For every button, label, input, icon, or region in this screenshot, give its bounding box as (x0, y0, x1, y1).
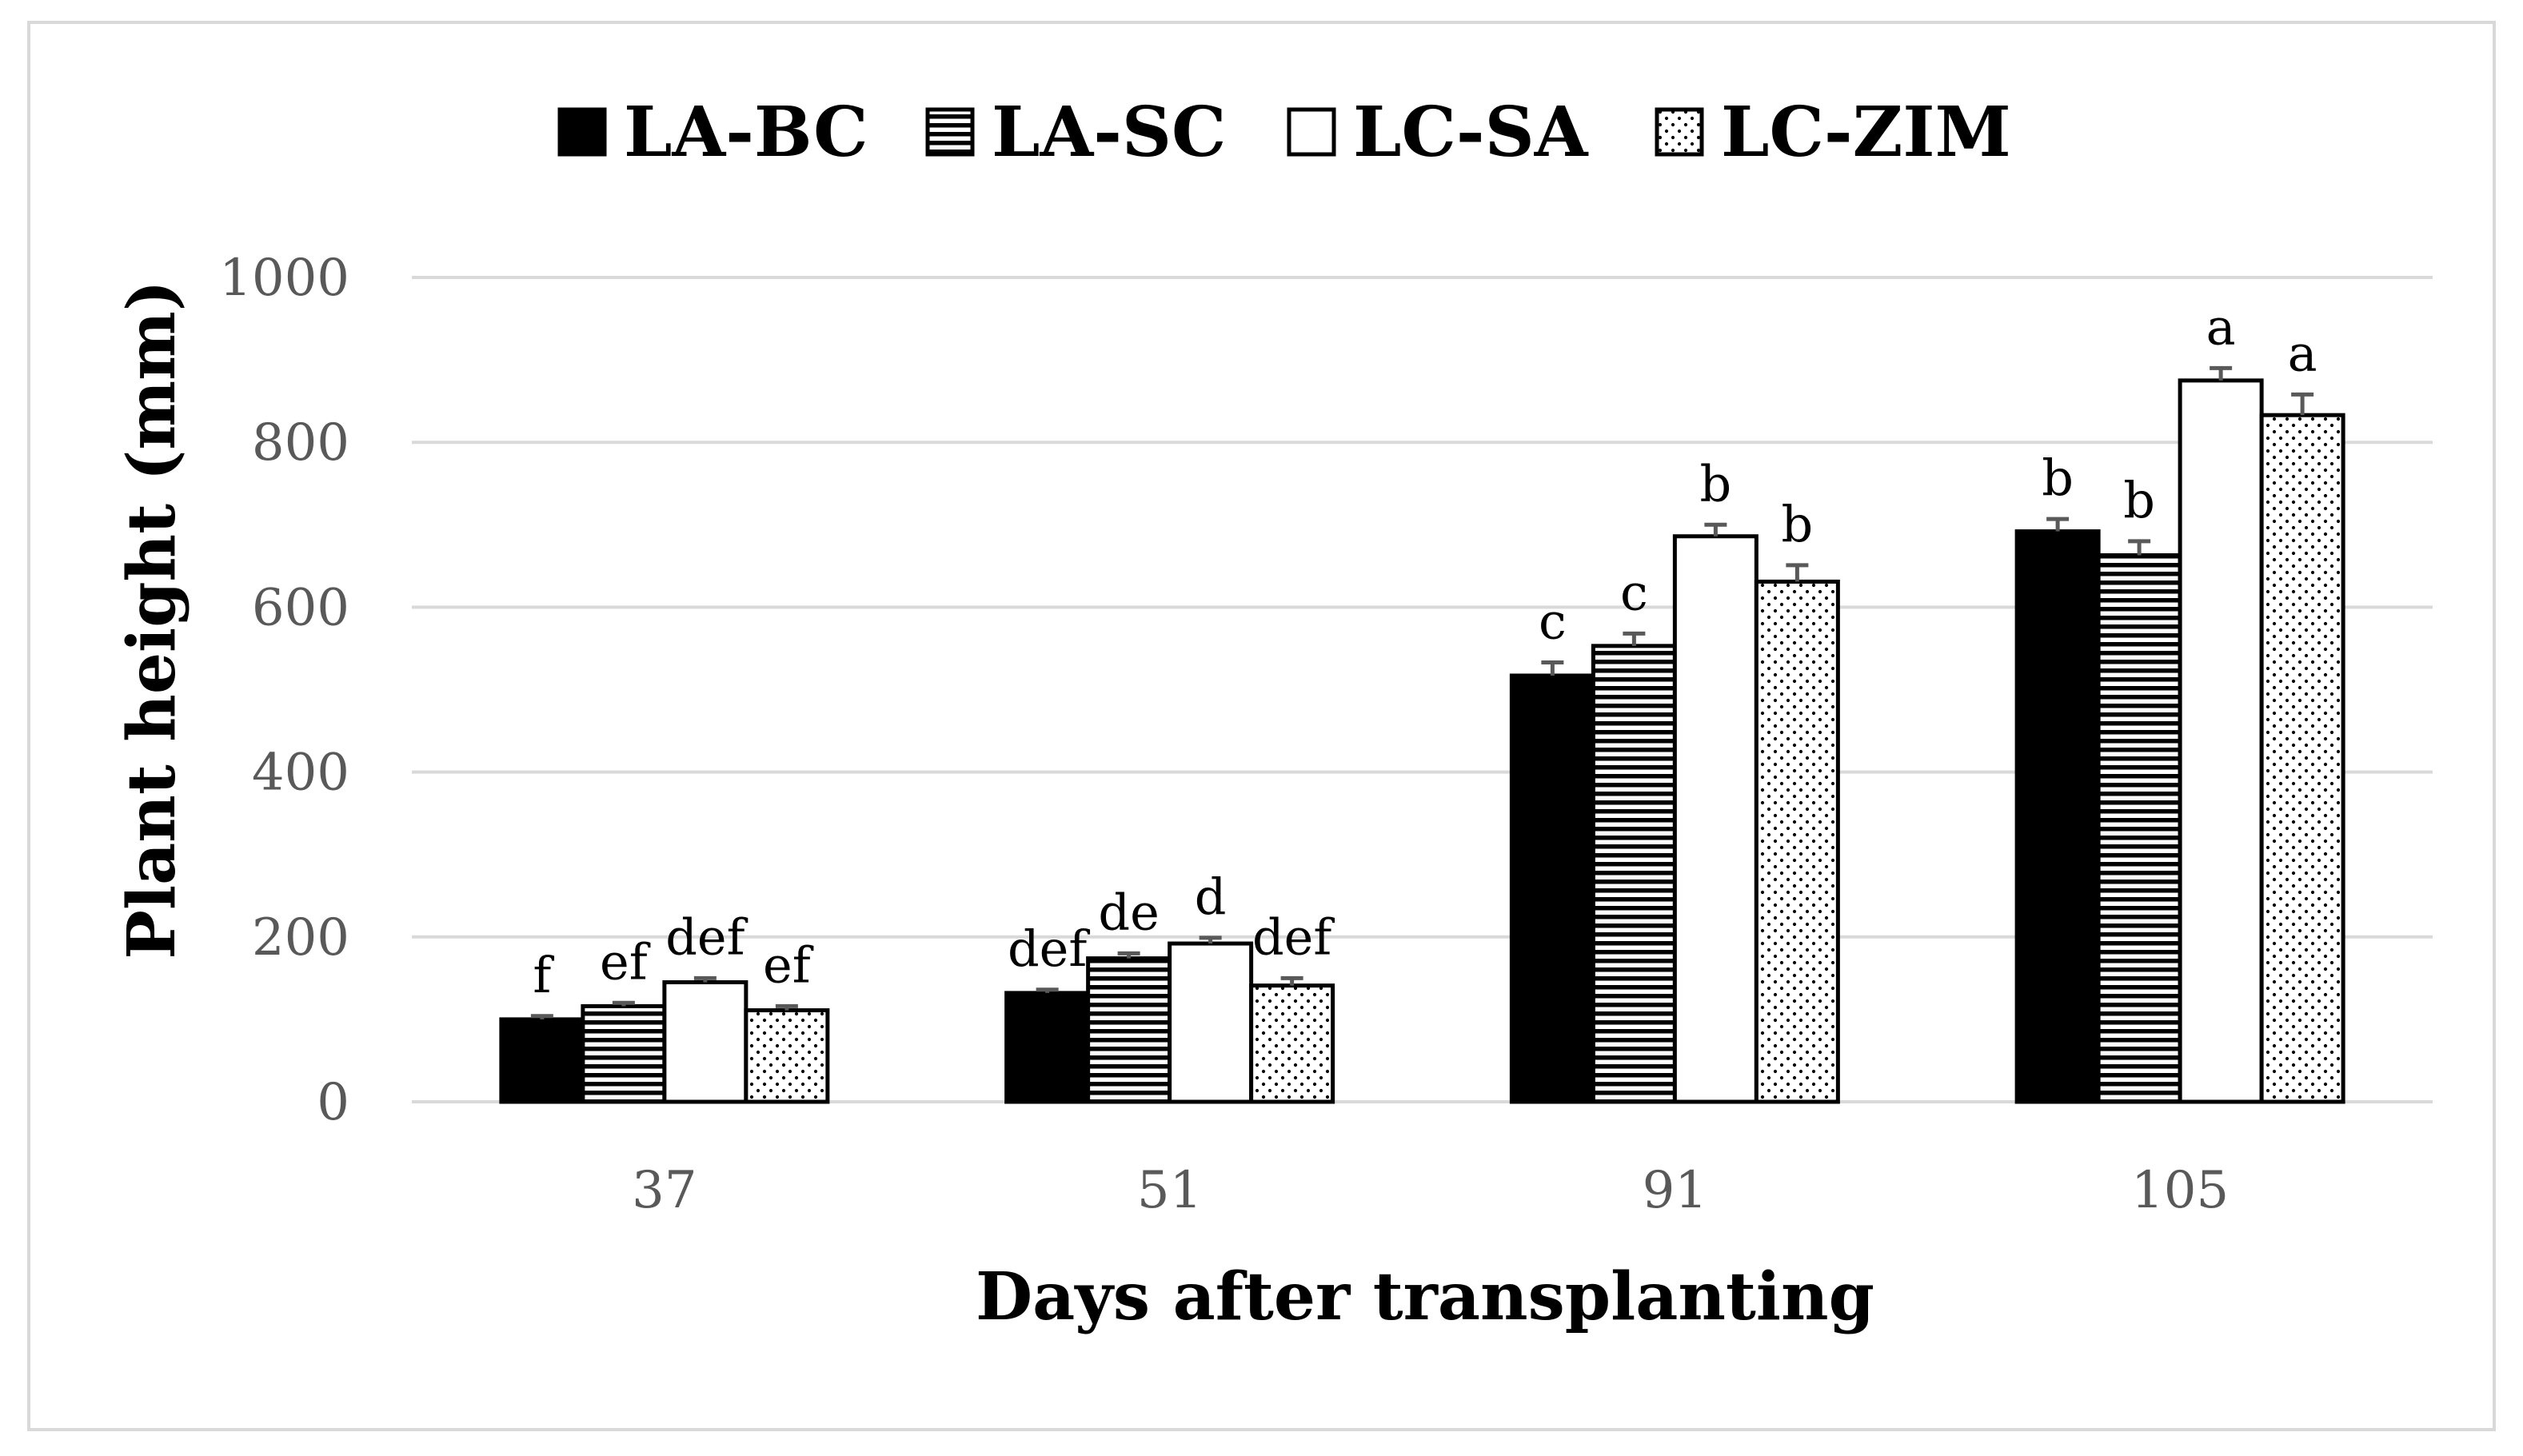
bar-lc-sa-37 (662, 980, 749, 1104)
error-bar-lc-sa-105 (2210, 365, 2233, 381)
significance-letter: b (2042, 449, 2074, 507)
x-tick-label: 51 (1137, 1161, 1202, 1220)
error-bar-la-sc-91 (1623, 631, 1646, 646)
error-bar-la-sc-105 (2128, 539, 2151, 556)
error-bar-lc-zim-91 (1786, 563, 1809, 582)
significance-letter: a (2288, 324, 2317, 382)
bars (499, 378, 2345, 1104)
bar-lc-zim-105 (2259, 413, 2345, 1104)
bar-lc-sa-105 (2178, 378, 2264, 1104)
significance-letter: def (1252, 908, 1335, 966)
y-tick-label: 800 (252, 413, 349, 473)
legend-swatch (557, 107, 607, 157)
y-axis-tick-labels: 0 200 400 600 800 1000 (219, 249, 349, 1132)
legend-item-la-sc: LA-SC (925, 92, 1226, 173)
error-bar-lc-zim-37 (775, 1003, 798, 1011)
legend-label: LC-ZIM (1721, 92, 2011, 173)
y-tick-label: 200 (252, 908, 349, 967)
x-axis-title: Days after transplanting (976, 1259, 1874, 1335)
error-bar-lc-zim-105 (2291, 392, 2314, 416)
significance-letter: de (1098, 883, 1159, 941)
error-bars (530, 365, 2314, 1019)
bar-lc-sa-91 (1672, 534, 1759, 1104)
significance-letter: c (1539, 592, 1567, 650)
legend-swatch (1655, 107, 1704, 157)
significance-letter: d (1195, 868, 1227, 926)
error-bar-la-sc-37 (612, 1000, 635, 1007)
error-bar-la-bc-51 (1036, 987, 1059, 993)
significance-letter: ef (763, 935, 814, 994)
significance-letter: b (1700, 454, 1732, 513)
legend-label: LC-SA (1353, 92, 1589, 173)
error-bar-la-bc-37 (530, 1014, 553, 1019)
legend-item-lc-sa: LC-SA (1287, 92, 1589, 173)
bar-lc-sa-51 (1168, 941, 1254, 1104)
y-tick-label: 600 (252, 578, 349, 637)
y-axis-title: Plant height (mm) (114, 280, 190, 959)
significance-letter: b (2123, 471, 2155, 529)
bar-la-bc-37 (499, 1017, 585, 1104)
y-tick-label: 400 (252, 744, 349, 803)
significance-letter: def (665, 908, 748, 966)
legend-label: LA-BC (624, 92, 868, 173)
y-tick-label: 0 (317, 1073, 349, 1132)
significance-letter: ef (600, 932, 651, 991)
error-bar-lc-sa-51 (1199, 935, 1222, 944)
x-tick-label: 91 (1643, 1161, 1707, 1220)
bar-la-sc-91 (1591, 644, 1677, 1104)
error-bar-la-bc-91 (1541, 660, 1564, 676)
significance-letter: f (533, 946, 554, 1004)
legend-swatch (925, 107, 975, 157)
significance-letter: b (1782, 495, 1814, 553)
error-bar-lc-zim-51 (1280, 975, 1303, 986)
bar-la-sc-105 (2096, 552, 2182, 1104)
legend: LA-BC LA-SC LC-SA LC-ZIM (557, 92, 2011, 173)
legend-swatch (1287, 107, 1336, 157)
error-bar-lc-sa-91 (1704, 522, 1727, 537)
bar-lc-zim-37 (744, 1008, 830, 1104)
bar-la-bc-105 (2014, 529, 2101, 1104)
error-bar-la-bc-105 (2046, 517, 2070, 532)
significance-letter: a (2206, 297, 2236, 356)
bar-la-sc-37 (581, 1003, 667, 1104)
significance-letter: def (1008, 919, 1090, 978)
significance-letter: c (1620, 563, 1648, 621)
bar-lc-zim-91 (1754, 579, 1840, 1104)
bar-la-bc-51 (1004, 991, 1091, 1104)
x-axis-tick-labels: 37 51 91 105 (632, 1161, 2229, 1220)
legend-item-lc-zim: LC-ZIM (1655, 92, 2011, 173)
bar-la-bc-91 (1509, 673, 1595, 1104)
y-tick-label: 1000 (219, 249, 349, 308)
bar-la-sc-51 (1086, 956, 1172, 1104)
error-bar-la-sc-51 (1117, 951, 1140, 959)
x-tick-label: 105 (2131, 1161, 2229, 1220)
legend-label: LA-SC (992, 92, 1226, 173)
legend-item-la-bc: LA-BC (557, 92, 868, 173)
error-bar-lc-sa-37 (693, 975, 717, 983)
bar-lc-zim-51 (1249, 983, 1335, 1104)
x-tick-label: 37 (632, 1161, 697, 1220)
